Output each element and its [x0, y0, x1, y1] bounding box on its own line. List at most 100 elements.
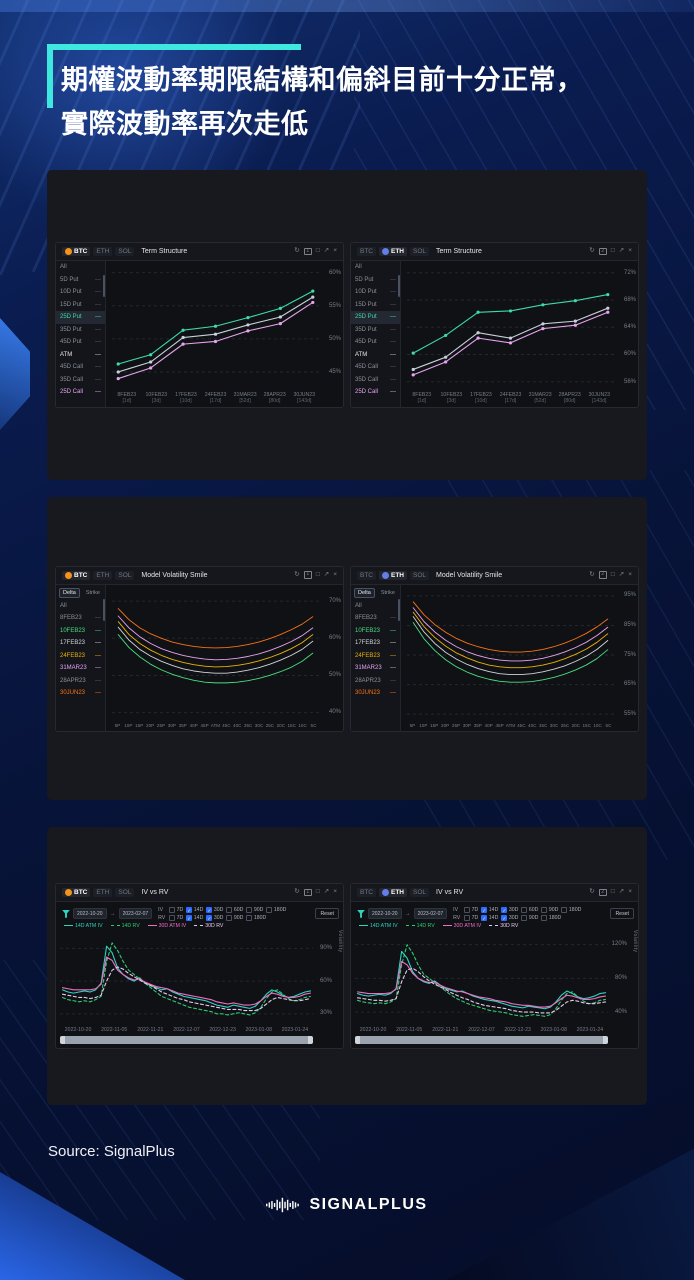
sidebar-item[interactable]: 5D Put —	[351, 274, 400, 287]
sidebar-item[interactable]: 10D Put —	[351, 286, 400, 299]
mode-tab-strike[interactable]: Strike	[85, 589, 100, 596]
checkbox[interactable]	[226, 907, 233, 913]
sidebar-item[interactable]: 35D Put —	[351, 324, 400, 337]
legend-item[interactable]: 30D RV	[194, 923, 223, 929]
sidebar-item[interactable]: 8FEB23 —	[56, 612, 105, 625]
sidebar-item[interactable]: 24FEB23 —	[56, 650, 105, 663]
slider-track-bar[interactable]	[360, 1036, 603, 1044]
interval-option-90d[interactable]: 90D	[541, 907, 558, 913]
close-icon[interactable]: ×	[333, 247, 337, 255]
copy-icon[interactable]: □	[610, 570, 615, 578]
slider-handle-left[interactable]	[60, 1036, 65, 1044]
panel-number-badge[interactable]: 2	[598, 571, 607, 579]
legend-item[interactable]: 14D ATM IV	[359, 923, 398, 929]
interval-option-30d[interactable]: ✓ 30D	[501, 914, 518, 921]
sidebar-item[interactable]: 25D Put —	[56, 311, 105, 324]
slider-handle-right[interactable]	[308, 1036, 313, 1044]
checkbox[interactable]: ✓	[186, 907, 193, 913]
interval-option-14d[interactable]: ✓ 14D	[186, 914, 203, 921]
legend-item[interactable]: 30D RV	[489, 923, 518, 929]
checkbox[interactable]	[246, 907, 253, 913]
mode-tab-strike[interactable]: Strike	[380, 589, 395, 596]
sidebar-item[interactable]: 30JUN23 —	[56, 687, 105, 700]
sidebar-scrollbar[interactable]	[103, 275, 105, 297]
coin-tab-eth[interactable]: ETH	[379, 570, 407, 580]
coin-tab-eth[interactable]: ETH	[379, 247, 407, 256]
interval-option-180d[interactable]: 180D	[246, 914, 266, 921]
interval-option-30d[interactable]: ✓ 30D	[206, 907, 223, 913]
open-external-icon[interactable]: ↗	[323, 888, 330, 896]
checkbox[interactable]	[266, 907, 273, 913]
open-external-icon[interactable]: ↗	[323, 570, 330, 578]
sidebar-item[interactable]: 28APR23 —	[56, 675, 105, 688]
sidebar-item[interactable]: 30JUN23 —	[351, 687, 400, 700]
sidebar-item[interactable]: All	[56, 600, 105, 613]
interval-option-60d[interactable]: 60D	[521, 907, 538, 913]
interval-option-180d[interactable]: 180D	[266, 907, 286, 913]
checkbox[interactable]: ✓	[206, 914, 213, 921]
checkbox[interactable]	[541, 914, 548, 921]
sidebar-item[interactable]: 10FEB23 —	[56, 625, 105, 638]
sidebar-scrollbar[interactable]	[398, 275, 400, 297]
date-from-input[interactable]: 2022-10-20	[368, 908, 402, 920]
refresh-icon[interactable]: ↻	[589, 247, 595, 255]
interval-option-7d[interactable]: 7D	[169, 907, 183, 913]
slider-track-bar[interactable]	[65, 1036, 308, 1044]
sidebar-item[interactable]: 15D Put —	[351, 299, 400, 312]
panel-number-badge[interactable]: 1	[303, 888, 312, 897]
mode-tab-delta[interactable]: Delta	[354, 587, 375, 598]
sidebar-item[interactable]: 25D Put —	[351, 311, 400, 324]
coin-tab-sol[interactable]: SOL	[115, 888, 135, 897]
coin-tab-btc[interactable]: BTC	[62, 247, 91, 256]
sidebar-item[interactable]: 25D Call —	[351, 386, 400, 399]
coin-tab-btc[interactable]: BTC	[62, 888, 91, 897]
interval-option-14d[interactable]: ✓ 14D	[481, 907, 498, 913]
coin-tab-btc[interactable]: BTC	[357, 888, 376, 897]
close-icon[interactable]: ×	[628, 570, 632, 578]
close-icon[interactable]: ×	[628, 888, 632, 896]
sidebar-item[interactable]: 35D Call —	[351, 374, 400, 387]
sidebar-item[interactable]: 15D Put —	[56, 299, 105, 312]
sidebar-item[interactable]: 25D Call —	[56, 386, 105, 399]
interval-option-30d[interactable]: ✓ 30D	[501, 907, 518, 913]
refresh-icon[interactable]: ↻	[294, 570, 300, 578]
coin-tab-eth[interactable]: ETH	[93, 888, 113, 897]
coin-tab-sol[interactable]: SOL	[410, 247, 430, 256]
interval-option-7d[interactable]: 7D	[464, 907, 478, 913]
interval-option-30d[interactable]: ✓ 30D	[206, 914, 223, 921]
open-external-icon[interactable]: ↗	[323, 247, 330, 255]
range-slider[interactable]	[60, 1036, 313, 1044]
mode-tab-delta[interactable]: Delta	[59, 587, 80, 598]
sidebar-item[interactable]: 45D Put —	[56, 336, 105, 349]
sidebar-item[interactable]: 10D Put —	[56, 286, 105, 299]
legend-item[interactable]: 14D ATM IV	[64, 923, 103, 929]
checkbox[interactable]: ✓	[501, 907, 508, 913]
checkbox[interactable]	[226, 914, 233, 921]
coin-tab-btc[interactable]: BTC	[357, 247, 376, 256]
legend-item[interactable]: 14D RV	[110, 923, 140, 929]
interval-option-90d[interactable]: 90D	[226, 914, 243, 921]
checkbox[interactable]	[541, 907, 548, 913]
sidebar-item[interactable]: 28APR23 —	[351, 675, 400, 688]
copy-icon[interactable]: □	[315, 247, 320, 255]
sidebar-item[interactable]: 17FEB23 —	[351, 637, 400, 650]
close-icon[interactable]: ×	[333, 888, 337, 896]
coin-tab-btc[interactable]: BTC	[62, 570, 91, 580]
checkbox[interactable]	[521, 914, 528, 921]
interval-option-60d[interactable]: 60D	[226, 907, 243, 913]
refresh-icon[interactable]: ↻	[294, 247, 300, 255]
checkbox[interactable]: ✓	[481, 914, 488, 921]
interval-option-7d[interactable]: 7D	[464, 914, 478, 921]
sidebar-scrollbar[interactable]	[398, 598, 400, 621]
copy-icon[interactable]: □	[610, 888, 615, 896]
refresh-icon[interactable]: ↻	[589, 570, 595, 578]
checkbox[interactable]	[521, 907, 528, 913]
sidebar-item[interactable]: 24FEB23 —	[351, 650, 400, 663]
legend-item[interactable]: 30D ATM IV	[442, 923, 481, 929]
panel-number-badge[interactable]: 1	[303, 247, 312, 256]
sidebar-item[interactable]: All	[351, 600, 400, 613]
checkbox[interactable]	[169, 914, 176, 921]
funnel-icon[interactable]	[357, 909, 365, 918]
sidebar-item[interactable]: 45D Call —	[351, 361, 400, 374]
checkbox[interactable]	[464, 914, 471, 921]
